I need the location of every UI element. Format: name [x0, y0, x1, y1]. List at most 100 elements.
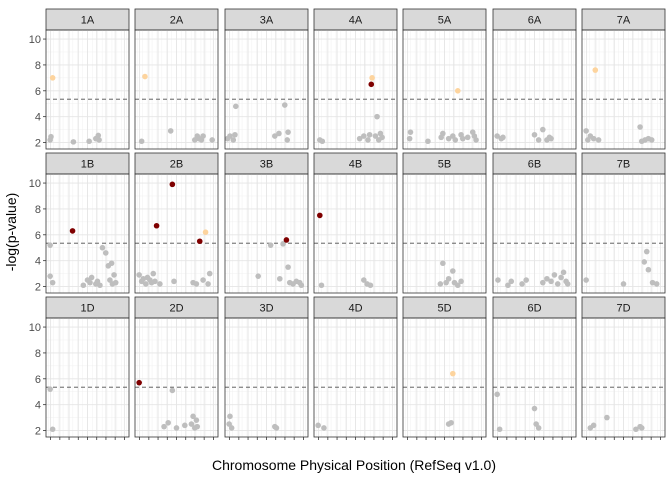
data-point-grey: [500, 134, 506, 141]
panel-border: [313, 29, 398, 150]
data-point-grey: [47, 386, 53, 392]
data-point-grey: [49, 426, 56, 433]
data-point-grey: [548, 135, 554, 142]
data-point-grey: [535, 425, 542, 431]
data-point-grey: [87, 279, 93, 286]
data-point-grey: [523, 277, 529, 283]
data-point-grey: [47, 242, 53, 248]
panel-strip-label: 5A: [438, 15, 452, 27]
data-point-grey: [531, 131, 538, 138]
data-point-dark: [196, 238, 203, 245]
panel-2a: 2A: [134, 8, 219, 150]
panel-border: [313, 173, 398, 294]
data-point-grey: [150, 270, 157, 277]
panel-4d: 4D: [313, 296, 398, 440]
panel-strip-label: 3B: [260, 159, 273, 171]
panel-strip-label: 4B: [349, 159, 362, 171]
panels-layer: 1A 2 4 6 8 10 2A 3A 4A 5A 6A 7A 1B 2 4 6 8 10 2B 3B 4B 5B 6B 7B…: [29, 8, 666, 440]
y-tick-label: 10: [29, 322, 41, 334]
data-point-grey: [194, 423, 201, 430]
data-point-grey: [374, 113, 380, 120]
y-tick-label: 2: [35, 426, 41, 438]
data-point-grey: [440, 130, 446, 137]
data-point-grey: [167, 128, 174, 134]
data-point-grey: [96, 137, 102, 143]
data-point-dark: [153, 222, 160, 229]
panel-6b: 6B: [492, 152, 577, 294]
panel-strip-label: 7A: [617, 15, 631, 27]
data-point-grey: [47, 273, 53, 279]
data-point-grey: [583, 128, 589, 134]
panel-strip-label: 2B: [170, 159, 183, 171]
data-point-light: [369, 75, 375, 81]
panel-border: [402, 29, 487, 150]
data-point-grey: [97, 282, 103, 289]
panel-3b: 3B: [224, 152, 309, 294]
data-point-grey: [232, 103, 239, 110]
data-point-grey: [99, 244, 106, 251]
data-point-grey: [366, 131, 373, 138]
data-point-grey: [406, 135, 413, 142]
data-point-grey: [173, 425, 180, 431]
data-point-grey: [272, 133, 278, 139]
data-point-grey: [508, 278, 515, 285]
data-point-grey: [494, 391, 500, 398]
data-point-grey: [544, 275, 550, 282]
panel-3d: 3D: [224, 296, 309, 440]
data-point-grey: [445, 275, 452, 282]
y-axis-title: -log(p-value): [3, 193, 19, 272]
data-point-grey: [80, 282, 87, 289]
data-point-grey: [505, 282, 511, 289]
data-point-grey: [407, 129, 414, 135]
panel-border: [134, 173, 219, 294]
data-point-grey: [280, 241, 286, 247]
panel-border: [45, 29, 130, 150]
panel-border: [492, 29, 577, 150]
panel-strip-label: 6A: [528, 15, 542, 27]
y-tick-label: 10: [29, 178, 41, 190]
panel-strip-label: 2D: [169, 303, 183, 315]
panel-1d: 1D 2 4 6 8 10: [29, 296, 130, 440]
panel-border: [581, 173, 666, 294]
panel-strip-label: 1B: [81, 159, 94, 171]
data-point-grey: [285, 264, 291, 270]
panel-7d: 7D: [581, 296, 666, 440]
panel-border: [492, 173, 577, 294]
data-point-grey: [193, 417, 200, 423]
panel-strip-label: 2A: [170, 15, 184, 27]
data-point-grey: [464, 134, 471, 141]
data-point-grey: [102, 250, 109, 256]
panel-1b: 1B 2 4 6 8 10: [29, 152, 130, 294]
data-point-grey: [161, 423, 167, 430]
panel-border: [224, 29, 309, 150]
panel-strip-label: 6B: [528, 159, 541, 171]
data-point-grey: [583, 277, 589, 283]
data-point-grey: [540, 279, 546, 286]
panel-5b: 5B: [402, 152, 487, 294]
data-point-grey: [637, 124, 643, 130]
data-point-grey: [494, 133, 500, 139]
data-point-grey: [315, 422, 321, 429]
data-point-grey: [276, 130, 282, 137]
data-point-grey: [641, 259, 648, 265]
panel-2b: 2B: [134, 152, 219, 294]
data-point-grey: [136, 272, 142, 278]
panel-2d: 2D: [134, 296, 219, 440]
data-point-grey: [558, 274, 564, 281]
data-point-grey: [372, 133, 379, 139]
y-tick-label: 8: [35, 60, 41, 72]
panel-strip-label: 3A: [260, 15, 274, 27]
data-point-grey: [519, 281, 525, 287]
data-point-grey: [285, 129, 291, 135]
y-tick-label: 6: [35, 230, 41, 242]
data-point-grey: [284, 137, 291, 143]
data-point-grey: [165, 419, 171, 426]
data-point-grey: [298, 282, 305, 289]
data-point-grey: [276, 275, 283, 282]
panel-strip-label: 7D: [616, 303, 630, 315]
data-point-grey: [190, 413, 196, 420]
data-point-grey: [633, 426, 639, 433]
panel-7b: 7B: [581, 152, 666, 294]
data-point-grey: [49, 279, 56, 286]
